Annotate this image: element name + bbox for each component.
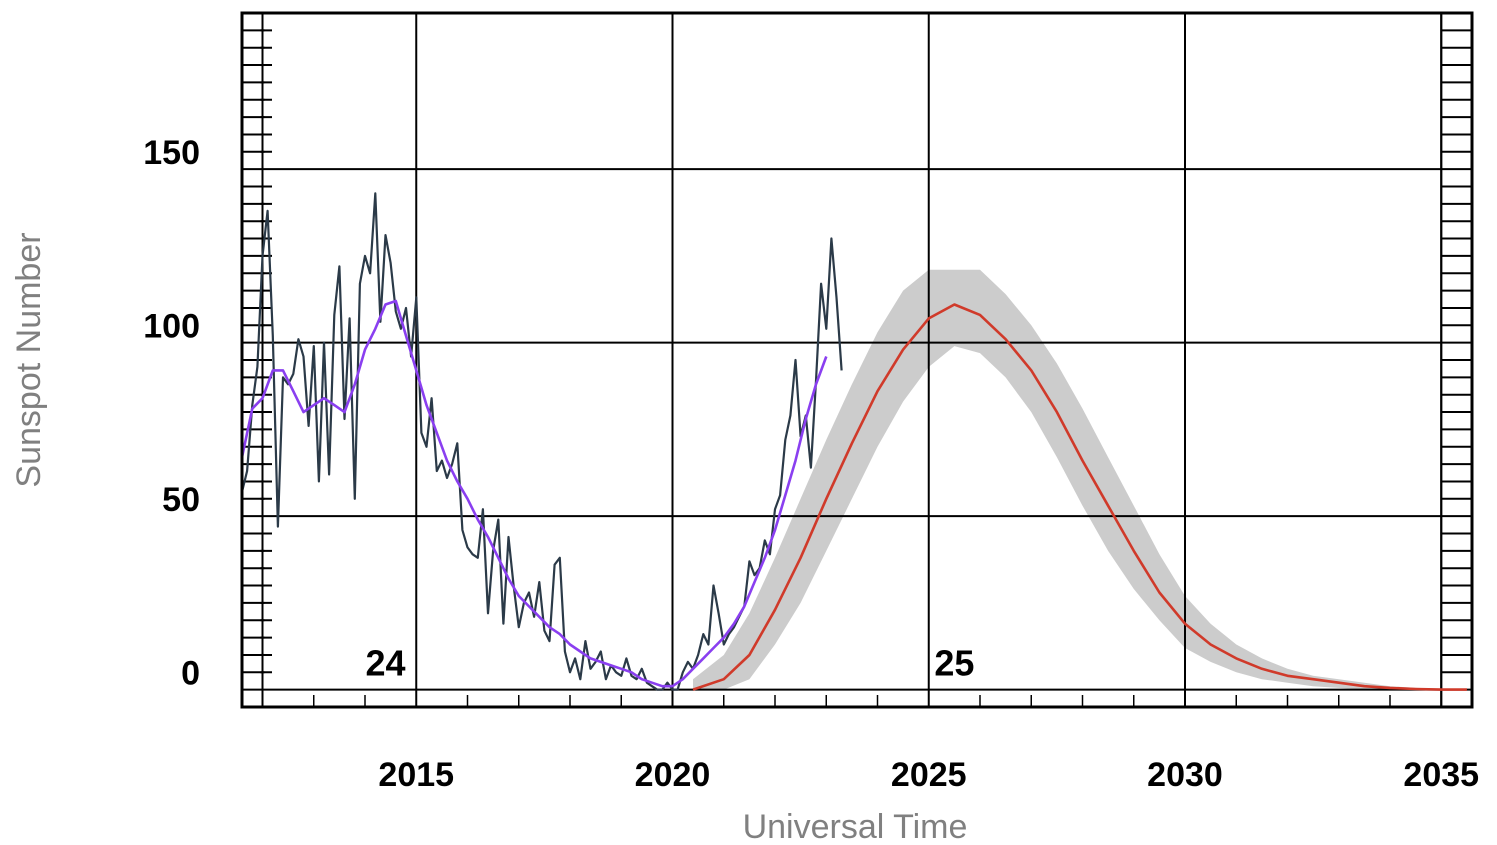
y-axis-title: Sunspot Number: [10, 232, 48, 487]
y-tick-label-150: 150: [143, 134, 200, 172]
y-tick-label-50: 50: [162, 481, 200, 519]
x-axis-title: Universal Time: [743, 808, 968, 845]
plot-frame: [240, 11, 1474, 709]
prediction-band: [693, 269, 1467, 690]
y-tick-label-0: 0: [181, 655, 200, 693]
minor-ticks-layer: [242, 12, 1472, 708]
series-layer: [240, 192, 1467, 691]
x-tick-label-2020: 2020: [635, 756, 711, 794]
tick-labels-layer: 2015 2020 2025 2030 2035 0 50 100 150: [143, 134, 1479, 794]
y-tick-label-100: 100: [143, 308, 200, 346]
prediction-band-layer: [693, 269, 1467, 690]
smoothed-series-line: [240, 299, 828, 688]
x-tick-label-2035: 2035: [1403, 756, 1479, 794]
x-tick-label-2015: 2015: [378, 756, 454, 794]
x-tick-label-2030: 2030: [1147, 756, 1223, 794]
grid-layer: [242, 13, 1472, 707]
cycle-label-25: 25: [934, 642, 974, 683]
cycle-label-24: 24: [365, 642, 405, 683]
predicted-series-line: [692, 303, 1467, 691]
x-tick-label-2025: 2025: [891, 756, 967, 794]
cycle-labels-layer: 24 25: [365, 642, 974, 683]
